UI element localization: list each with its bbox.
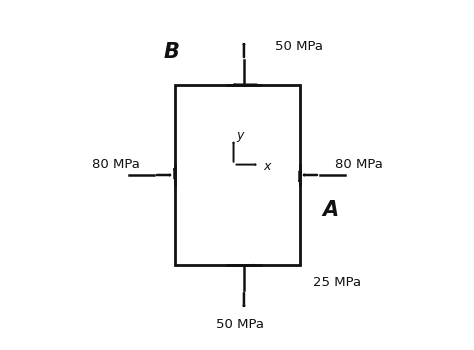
Text: 80 MPa: 80 MPa <box>91 158 139 171</box>
Text: 25 MPa: 25 MPa <box>313 276 362 289</box>
Text: 50 MPa: 50 MPa <box>217 318 264 331</box>
Text: 80 MPa: 80 MPa <box>335 158 383 171</box>
Text: 50 MPa: 50 MPa <box>275 40 323 53</box>
Text: B: B <box>163 42 179 62</box>
Text: x: x <box>264 160 271 173</box>
Bar <box>174 85 300 265</box>
Text: A: A <box>323 200 339 220</box>
Text: y: y <box>236 128 244 141</box>
